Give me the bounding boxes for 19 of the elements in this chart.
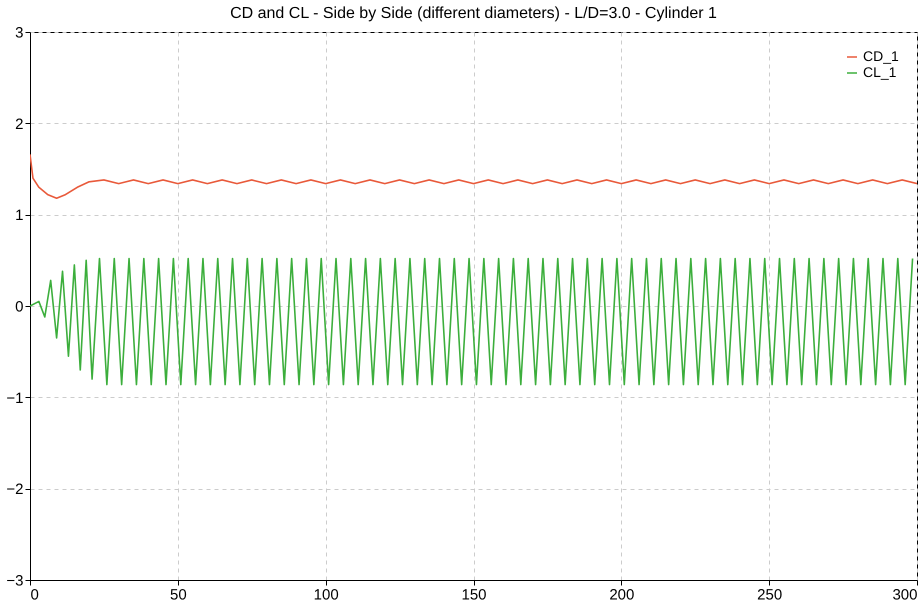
line-series xyxy=(30,258,914,386)
x-tick-label: 50 xyxy=(170,586,187,604)
y-tick-label: 3 xyxy=(15,24,24,42)
x-tick-label: 0 xyxy=(30,586,39,604)
x-tick-label: 300 xyxy=(892,586,918,604)
legend-label: CL_1 xyxy=(863,64,897,80)
chart-title: CD and CL - Side by Side (different diameters) - L/D=3.0 - Cylinder 1 xyxy=(230,5,718,22)
y-tick-label: 0 xyxy=(15,298,24,316)
y-tick-label: −3 xyxy=(6,572,24,590)
x-tick-label: 200 xyxy=(609,586,634,604)
x-tick-label: 150 xyxy=(461,586,487,604)
y-tick-label: 1 xyxy=(15,207,24,224)
y-tick-label: −1 xyxy=(6,390,24,407)
y-tick-label: −2 xyxy=(6,481,24,498)
x-tick-label: 100 xyxy=(314,586,339,604)
x-tick-label: 250 xyxy=(757,586,782,604)
legend-label: CD_1 xyxy=(863,48,900,64)
line-series xyxy=(30,154,917,200)
y-tick-label: 2 xyxy=(15,116,24,133)
